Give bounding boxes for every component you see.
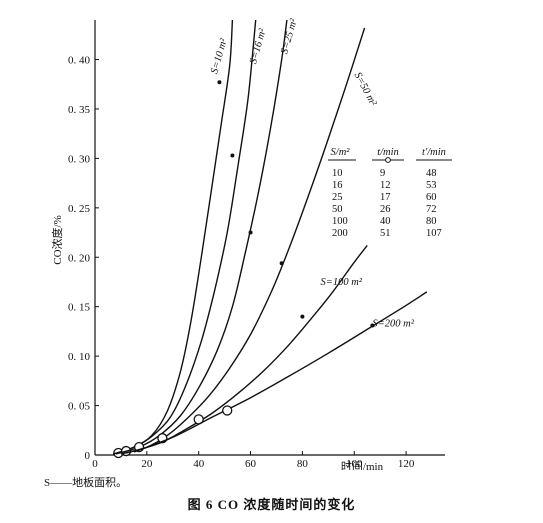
x-tick-label: 60 — [245, 458, 257, 470]
inset-cell: 17 — [380, 192, 391, 203]
series-line-4 — [125, 244, 368, 454]
y-tick-label: 0. 40 — [68, 55, 91, 67]
y-tick-label: 0. 15 — [68, 302, 91, 314]
figure-caption: 图 6 CO 浓度随时间的变化 — [187, 497, 356, 512]
inset-cell: 9 — [380, 168, 385, 179]
series-line-3 — [120, 27, 366, 455]
x-tick-label: 80 — [297, 458, 309, 470]
mark-dot — [217, 80, 222, 85]
series-line-1 — [112, 19, 257, 455]
x-tick-label: 100 — [346, 458, 363, 470]
inset-cell: 12 — [380, 180, 391, 191]
mark-dot — [300, 314, 305, 319]
y-tick-label: 0. 20 — [68, 252, 91, 264]
inset-cell: 80 — [426, 216, 437, 227]
x-tick-label: 120 — [398, 458, 415, 470]
series-label: S=200 m² — [372, 318, 414, 329]
y-tick-label: 0. 10 — [68, 351, 91, 363]
series-label: S=50 m² — [352, 71, 379, 109]
x-tick-label: 40 — [193, 458, 205, 470]
mark-dot — [279, 261, 284, 266]
series-line-2 — [115, 19, 288, 455]
series-label: S=25 m² — [279, 17, 300, 56]
co-concentration-chart: 0 0. 05 0. 10 0. 15 0. 20 0. 25 0. 30 0. 35 0. 4… — [50, 17, 452, 470]
inset-cell: 25 — [332, 192, 343, 203]
inset-cell: 51 — [380, 228, 391, 239]
mark-circle — [222, 405, 233, 416]
axes: 0 0. 05 0. 10 0. 15 0. 20 0. 25 0. 30 0. 35 0. 4… — [68, 20, 445, 470]
inset-cell: 50 — [332, 204, 343, 215]
series-layer — [112, 19, 428, 459]
y-tick-label: 0 — [85, 450, 91, 462]
inset-header: S/m² — [331, 147, 351, 158]
mark-dot — [230, 153, 235, 158]
footnote: S——地板面积。 — [44, 477, 128, 489]
x-tick-label: 20 — [141, 458, 153, 470]
inset-header: t/min — [377, 147, 399, 158]
inset-cell: 16 — [332, 180, 343, 191]
inset-header: t′/min — [422, 147, 446, 158]
inset-cell: 72 — [426, 204, 437, 215]
inset-table: S/m² t/min t′/min 10 9 48 16 12 53 25 17 60 50 26 72 10… — [328, 147, 452, 239]
series-label: S=100 m² — [321, 277, 363, 288]
series-line-5 — [133, 291, 428, 453]
inset-cell: 200 — [332, 228, 348, 239]
inset-cell: 60 — [426, 192, 437, 203]
y-tick-label: 0. 25 — [68, 203, 91, 215]
mark-dot — [370, 323, 375, 328]
x-axis-label: 时间/min — [341, 460, 384, 470]
inset-cell: 48 — [426, 168, 437, 179]
inset-cell: 107 — [426, 228, 442, 239]
inset-cell: 100 — [332, 216, 348, 227]
y-tick-label: 0. 30 — [68, 153, 91, 165]
y-tick-label: 0. 05 — [68, 401, 91, 413]
y-axis-label: CO浓度/% — [50, 215, 64, 265]
inset-cell: 26 — [380, 204, 391, 215]
y-tick-label: 0. 35 — [68, 104, 91, 116]
inset-circle-icon — [385, 157, 391, 163]
mark-dot — [248, 230, 253, 235]
x-tick-label: 0 — [92, 458, 98, 470]
inset-cell: 40 — [380, 216, 391, 227]
inset-cell: 53 — [426, 180, 437, 191]
series-label: S=10 m² — [209, 37, 230, 76]
series-label: S=16 m² — [248, 27, 269, 66]
inset-cell: 10 — [332, 168, 343, 179]
